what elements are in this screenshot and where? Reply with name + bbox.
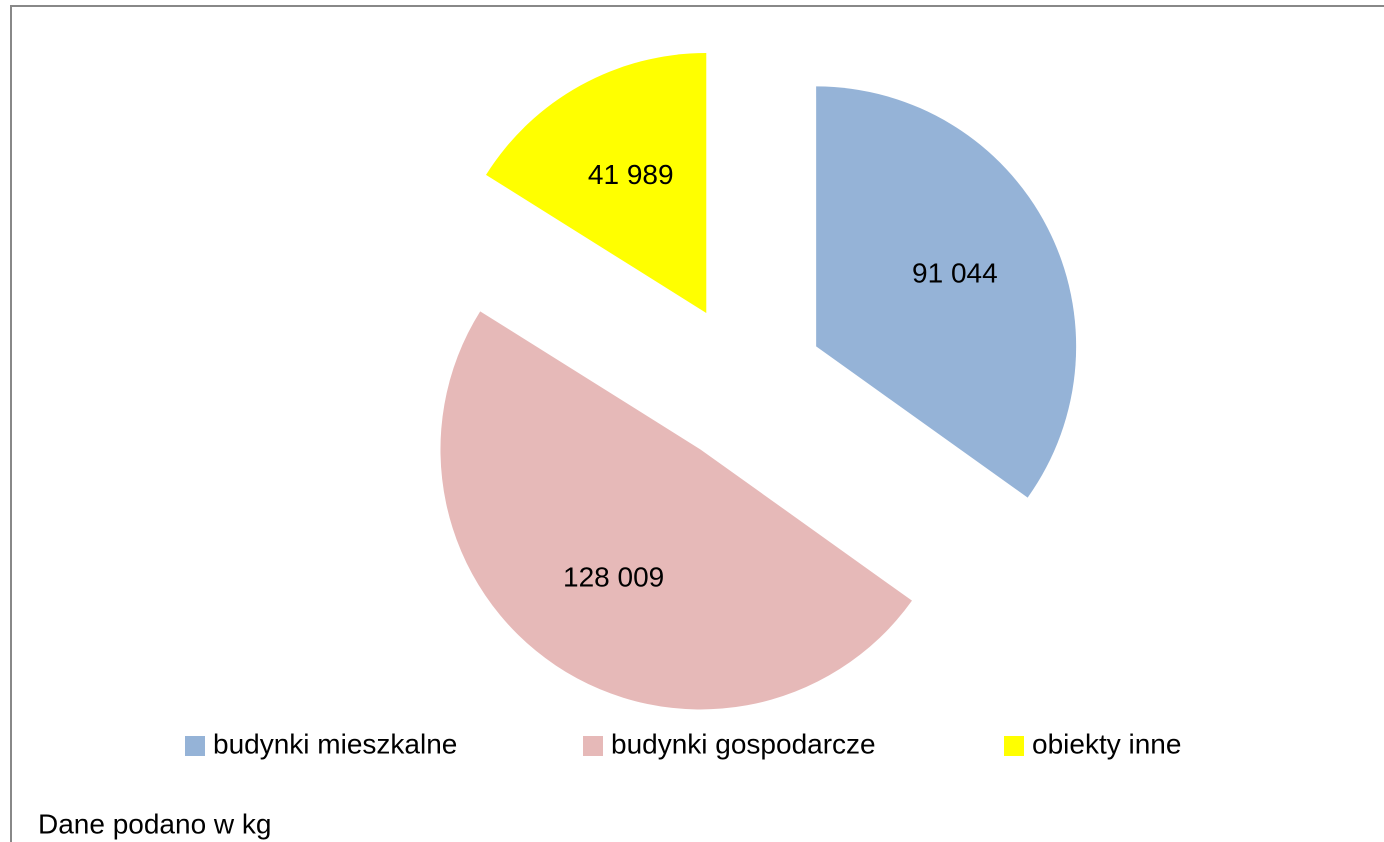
data-label: 91 044 bbox=[912, 257, 998, 288]
annotation: Dane podano w kg bbox=[38, 808, 272, 839]
pie-slice bbox=[440, 311, 912, 710]
chart-frame bbox=[10, 5, 1384, 842]
legend-swatch bbox=[583, 736, 603, 756]
legend-label: obiekty inne bbox=[1032, 728, 1181, 759]
legend-label: budynki mieszkalne bbox=[213, 728, 457, 759]
pie-slice bbox=[486, 52, 707, 313]
legend-swatch bbox=[185, 736, 205, 756]
data-label: 41 989 bbox=[588, 159, 674, 190]
data-label: 128 009 bbox=[563, 561, 664, 592]
pie-slice bbox=[816, 86, 1077, 498]
legend-label: budynki gospodarcze bbox=[611, 728, 876, 759]
legend-swatch bbox=[1004, 736, 1024, 756]
